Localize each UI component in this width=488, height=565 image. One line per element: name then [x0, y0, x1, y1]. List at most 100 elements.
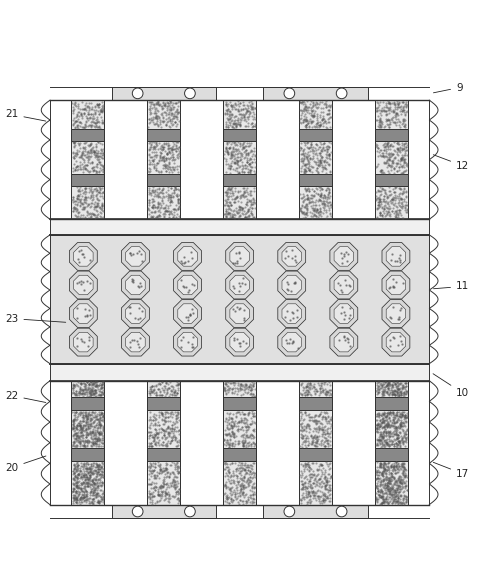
Point [151, 473, 159, 482]
Point [400, 459, 407, 468]
Point [386, 255, 394, 264]
Point [230, 418, 238, 427]
Point [87, 464, 95, 473]
Point [85, 168, 93, 177]
Point [74, 389, 81, 398]
Point [402, 161, 410, 170]
Point [388, 112, 396, 121]
Point [389, 472, 397, 481]
Point [70, 438, 78, 447]
Point [69, 106, 77, 115]
Point [299, 207, 306, 216]
Point [166, 98, 174, 107]
Point [162, 412, 170, 421]
Point [170, 435, 178, 444]
Point [306, 118, 314, 127]
Point [324, 190, 332, 199]
Point [149, 385, 157, 394]
Point [146, 391, 154, 400]
Point [244, 106, 251, 115]
Point [91, 385, 99, 394]
Point [322, 481, 330, 490]
Point [393, 482, 401, 491]
Polygon shape [277, 328, 305, 356]
Point [153, 490, 161, 499]
Point [88, 437, 96, 446]
Point [297, 108, 305, 117]
Point [80, 389, 87, 398]
Point [308, 111, 316, 120]
Point [94, 101, 102, 110]
Point [80, 388, 88, 397]
Point [168, 153, 176, 162]
Point [240, 415, 247, 424]
Point [221, 480, 228, 489]
Point [386, 160, 394, 170]
Bar [298, 461, 331, 505]
Point [384, 408, 391, 417]
Point [162, 166, 169, 175]
Point [250, 498, 258, 507]
Point [232, 411, 240, 420]
Point [87, 390, 95, 399]
Point [384, 384, 391, 393]
Point [98, 467, 106, 476]
Point [173, 138, 181, 147]
Point [85, 437, 93, 446]
Point [392, 433, 400, 442]
Point [378, 439, 386, 448]
Polygon shape [282, 304, 301, 323]
Point [377, 211, 385, 220]
Point [399, 160, 407, 170]
Point [243, 207, 251, 216]
Point [385, 437, 393, 446]
Point [386, 491, 394, 500]
Point [245, 475, 253, 484]
Point [299, 151, 307, 160]
Point [172, 146, 180, 155]
Point [321, 385, 328, 394]
Point [99, 193, 107, 202]
Point [149, 433, 157, 442]
Point [169, 384, 177, 393]
Point [223, 186, 230, 195]
Point [77, 210, 85, 219]
Point [311, 121, 319, 131]
Point [322, 435, 330, 444]
Point [314, 121, 322, 130]
Point [402, 146, 410, 155]
Point [80, 197, 88, 206]
Point [227, 201, 235, 210]
Point [377, 386, 385, 396]
Point [393, 206, 401, 215]
Point [385, 407, 393, 416]
Point [236, 460, 244, 470]
Point [89, 389, 97, 398]
Point [383, 156, 390, 165]
Point [151, 419, 159, 428]
Point [325, 106, 333, 115]
Point [380, 418, 387, 427]
Point [398, 214, 406, 223]
Point [325, 385, 332, 394]
Point [309, 187, 317, 196]
Point [316, 195, 324, 205]
Point [238, 497, 246, 506]
Point [388, 410, 396, 419]
Point [82, 419, 90, 428]
Point [174, 152, 182, 161]
Point [73, 193, 81, 202]
Point [99, 412, 107, 421]
Point [144, 439, 152, 448]
Point [380, 481, 388, 490]
Point [299, 437, 306, 446]
Point [310, 487, 318, 496]
Point [248, 486, 256, 495]
Point [161, 427, 169, 436]
Point [326, 427, 334, 436]
Point [77, 419, 85, 428]
Point [160, 151, 167, 160]
Point [171, 112, 179, 121]
Point [309, 142, 317, 151]
Point [304, 119, 312, 128]
